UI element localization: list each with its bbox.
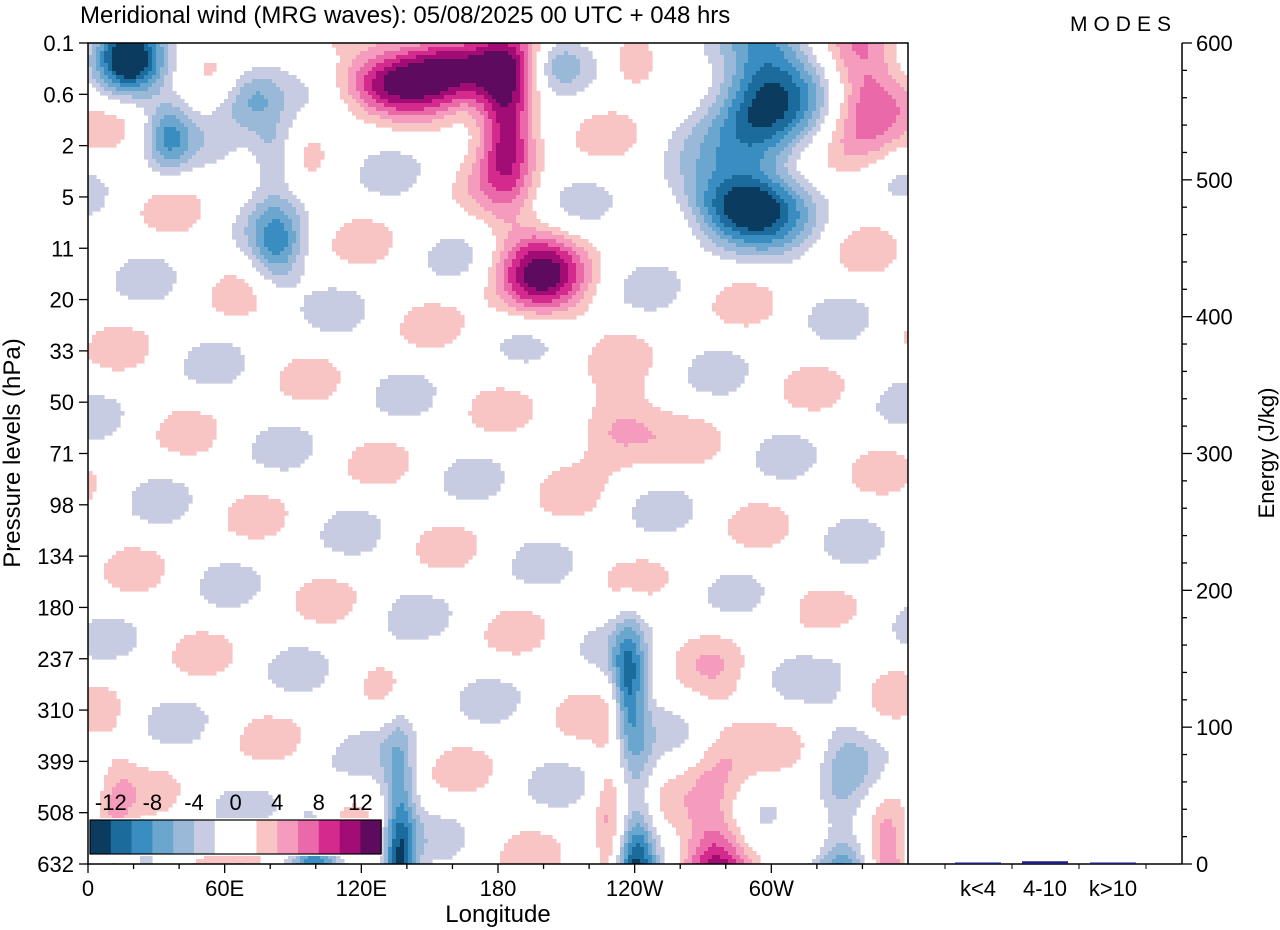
- y-tick-label: 237: [37, 647, 74, 672]
- y-tick-label: 180: [37, 595, 74, 620]
- colorbar-label: 4: [271, 790, 283, 815]
- y-tick-label: 11: [51, 236, 74, 261]
- energy-bar: [955, 862, 1001, 864]
- energy-category-label: 4-10: [1023, 876, 1067, 901]
- energy-panel: 0 100 200 300 400 500 600 k<4 4-10 k>10: [908, 31, 1233, 901]
- energy-tick-label: 600: [1196, 31, 1233, 56]
- pressure-axis: 0.1 0.6 2 5 11 20 33 50 71 98 134 180 237 310 399 508 63…: [37, 31, 88, 877]
- colorbar-label: 8: [313, 790, 325, 815]
- x-tick-label: 180: [480, 876, 517, 901]
- y-tick-label: 33: [50, 339, 74, 364]
- x-axis-label: Longitude: [445, 901, 550, 928]
- y-tick-label: 399: [37, 749, 74, 774]
- colorbar-label: -8: [143, 790, 163, 815]
- y-tick-label: 50: [50, 390, 74, 415]
- energy-bar: [1090, 862, 1136, 864]
- energy-axis-label: Energy (J/kg): [1254, 388, 1279, 519]
- y-tick-label: 0.1: [43, 31, 74, 56]
- heatmap-frame: [87, 42, 909, 865]
- colorbar-label: -4: [184, 790, 204, 815]
- colorbar-cell: [360, 820, 382, 854]
- y-tick-label: 632: [37, 852, 74, 877]
- colorbar-cell: [173, 820, 195, 854]
- y-tick-label: 71: [50, 442, 74, 467]
- y-tick-label: 5: [62, 185, 74, 210]
- energy-tick-label: 200: [1196, 578, 1233, 603]
- colorbar-cell: [235, 820, 257, 854]
- energy-axis: 0 100 200 300 400 500 600: [1182, 31, 1233, 877]
- colorbar-cell: [214, 820, 236, 854]
- x-tick-label: 0: [82, 876, 94, 901]
- energy-bars: k<4 4-10 k>10: [944, 861, 1147, 901]
- y-tick-label: 134: [37, 544, 74, 569]
- modes-logo: MODES: [1070, 13, 1177, 36]
- y-tick-label: 20: [50, 288, 74, 313]
- energy-tick-label: 0: [1196, 852, 1208, 877]
- x-tick-label: 120W: [606, 876, 664, 901]
- energy-category-label: k<4: [960, 876, 996, 901]
- longitude-axis: 0 60E 120E 180 120W 60W: [82, 864, 864, 901]
- x-tick-label: 60E: [205, 876, 244, 901]
- colorbar-label: 12: [348, 790, 372, 815]
- wind-contour-field: [88, 43, 908, 864]
- colorbar: -12 -8 -4 0 4 8 12: [89, 790, 383, 856]
- chart-title: Meridional wind (MRG waves): 05/08/2025 …: [80, 2, 730, 29]
- energy-bar: [1022, 861, 1068, 864]
- colorbar-label: -12: [95, 790, 127, 815]
- energy-tick-label: 300: [1196, 442, 1233, 467]
- energy-tick-label: 100: [1196, 715, 1233, 740]
- colorbar-cell: [131, 820, 153, 854]
- y-tick-label: 310: [37, 698, 74, 723]
- y-tick-label: 0.6: [43, 82, 74, 107]
- colorbar-label: 0: [229, 790, 241, 815]
- colorbar-cell: [194, 820, 216, 854]
- y-tick-label: 508: [37, 801, 74, 826]
- y-tick-label: 98: [50, 493, 74, 518]
- colorbar-cell: [110, 820, 132, 854]
- energy-tick-label: 500: [1196, 168, 1233, 193]
- x-tick-label: 60W: [749, 876, 794, 901]
- colorbar-frame: [89, 819, 382, 855]
- energy-category-label: k>10: [1089, 876, 1137, 901]
- y-axis-label: Pressure levels (hPa): [0, 338, 26, 567]
- colorbar-cell: [90, 820, 112, 854]
- colorbar-cell: [277, 820, 299, 854]
- colorbar-cell: [152, 820, 174, 854]
- y-tick-label: 2: [62, 134, 74, 159]
- x-tick-label: 120E: [336, 876, 387, 901]
- colorbar-cell: [298, 820, 320, 854]
- colorbar-cell: [318, 820, 340, 854]
- colorbar-cell: [256, 820, 278, 854]
- colorbar-cell: [339, 820, 361, 854]
- energy-tick-label: 400: [1196, 305, 1233, 330]
